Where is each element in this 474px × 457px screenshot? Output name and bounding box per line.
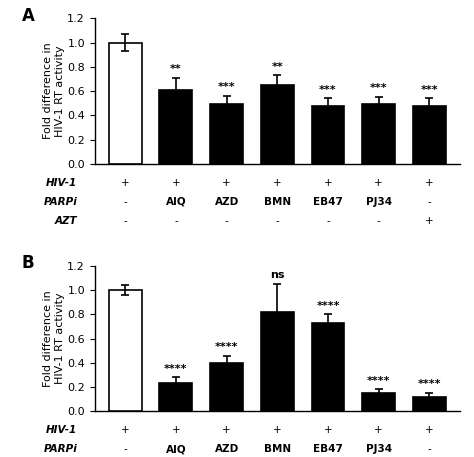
Bar (159, 383, 192, 411)
Text: ***: *** (420, 85, 438, 95)
Text: +: + (324, 178, 332, 188)
Text: EB47: EB47 (313, 197, 343, 207)
Bar (261, 85, 294, 164)
Text: ****: **** (316, 301, 340, 311)
Bar (109, 43, 142, 164)
Bar (413, 397, 446, 411)
Bar (311, 106, 345, 164)
Text: ***: *** (370, 84, 387, 94)
Y-axis label: Fold difference in
HIV-1 RT activity: Fold difference in HIV-1 RT activity (43, 43, 64, 139)
Text: PARPi: PARPi (43, 197, 77, 207)
Bar (261, 312, 294, 411)
Text: AZT: AZT (55, 216, 77, 226)
Bar (362, 393, 395, 411)
Bar (159, 90, 192, 164)
Bar (413, 106, 446, 164)
Text: +: + (121, 425, 129, 435)
Text: ****: **** (215, 342, 238, 352)
Y-axis label: Fold difference in
HIV-1 RT activity: Fold difference in HIV-1 RT activity (43, 290, 64, 387)
Text: -: - (225, 216, 228, 226)
Text: AZD: AZD (214, 197, 239, 207)
Text: +: + (273, 425, 282, 435)
Text: ****: **** (418, 379, 441, 389)
Text: +: + (172, 178, 180, 188)
Bar (210, 363, 243, 411)
Text: ***: *** (319, 85, 337, 95)
Text: -: - (123, 216, 127, 226)
Text: +: + (425, 216, 434, 226)
Text: -: - (275, 216, 279, 226)
Text: EB47: EB47 (313, 444, 343, 454)
Text: +: + (425, 178, 434, 188)
Text: +: + (222, 425, 231, 435)
Text: +: + (324, 425, 332, 435)
Bar (311, 323, 345, 411)
Text: B: B (22, 254, 35, 272)
Text: +: + (172, 425, 180, 435)
Text: PJ34: PJ34 (365, 197, 392, 207)
Text: AZD: AZD (214, 444, 239, 454)
Text: +: + (273, 178, 282, 188)
Text: ***: *** (218, 82, 236, 92)
Text: ****: **** (367, 376, 391, 386)
Text: -: - (174, 216, 178, 226)
Text: -: - (123, 197, 127, 207)
Bar (362, 104, 395, 164)
Text: -: - (123, 444, 127, 454)
Text: +: + (374, 178, 383, 188)
Text: A: A (22, 7, 35, 25)
Text: BMN: BMN (264, 197, 291, 207)
Text: -: - (428, 197, 431, 207)
Text: **: ** (272, 62, 283, 72)
Text: +: + (425, 425, 434, 435)
Bar (109, 290, 142, 411)
Bar (210, 104, 243, 164)
Text: +: + (121, 178, 129, 188)
Text: PJ34: PJ34 (365, 444, 392, 454)
Text: +: + (222, 178, 231, 188)
Text: ****: **** (164, 364, 188, 374)
Text: AIQ: AIQ (165, 197, 186, 207)
Text: HIV-1: HIV-1 (46, 178, 77, 188)
Text: +: + (374, 425, 383, 435)
Text: -: - (326, 216, 330, 226)
Text: PARPi: PARPi (43, 444, 77, 454)
Text: AIQ: AIQ (165, 444, 186, 454)
Text: -: - (377, 216, 381, 226)
Text: ns: ns (270, 270, 284, 280)
Text: BMN: BMN (264, 444, 291, 454)
Text: **: ** (170, 64, 182, 74)
Text: HIV-1: HIV-1 (46, 425, 77, 435)
Text: -: - (428, 444, 431, 454)
